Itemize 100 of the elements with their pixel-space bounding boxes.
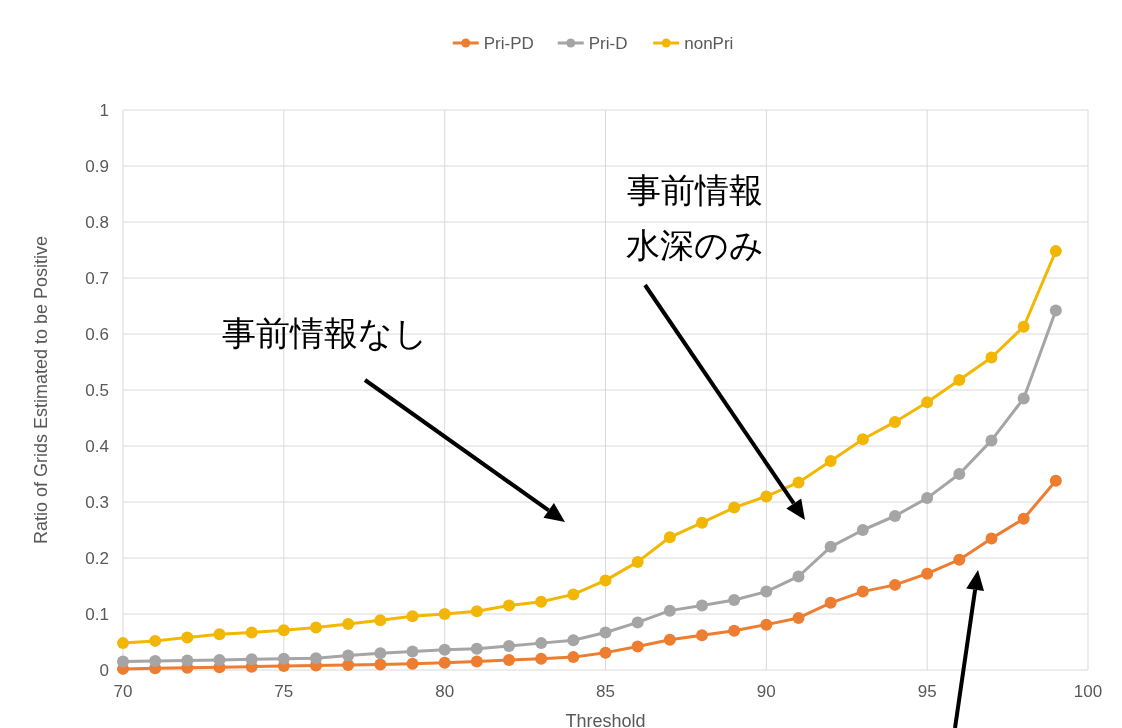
point: [310, 652, 322, 665]
point: [760, 618, 773, 631]
point: [149, 655, 162, 668]
point: [406, 657, 419, 670]
point: [728, 624, 741, 637]
point: [985, 351, 998, 364]
point: [856, 433, 869, 446]
point: [567, 651, 580, 664]
point: [728, 594, 741, 606]
point: [1017, 392, 1030, 405]
x-tick-label: 85: [596, 682, 615, 701]
point: [663, 531, 676, 544]
y-tick-label: 0: [99, 661, 109, 680]
point: [824, 540, 837, 553]
x-tick-label: 80: [435, 682, 455, 701]
point: [117, 655, 129, 668]
point: [535, 637, 548, 650]
point: [342, 649, 355, 662]
point: [696, 516, 708, 529]
annotation: 水深のみ: [626, 226, 764, 264]
point: [567, 588, 580, 601]
point: [503, 653, 515, 666]
point: [985, 434, 998, 447]
point: [181, 654, 194, 667]
point: [1049, 304, 1062, 317]
y-tick-label: 0.3: [85, 493, 109, 512]
point: [921, 396, 934, 409]
x-tick-label: 90: [756, 682, 776, 701]
point: [245, 626, 258, 639]
point: [792, 476, 805, 489]
point: [117, 637, 129, 650]
point: [631, 640, 644, 653]
point: [277, 652, 290, 665]
y-tick-label: 0.4: [85, 437, 109, 456]
point: [374, 647, 387, 660]
legend-label: nonPri: [684, 34, 734, 53]
legend-label: Pri-PD: [483, 34, 534, 53]
point: [181, 631, 194, 644]
point: [567, 634, 580, 647]
y-tick-label: 0.6: [85, 325, 109, 344]
point: [631, 616, 644, 629]
point: [310, 621, 322, 634]
point: [438, 656, 451, 669]
point: [213, 653, 226, 666]
point: [503, 639, 515, 652]
annotation: 事前情報なし: [222, 314, 428, 352]
point: [342, 618, 355, 631]
point: [631, 555, 644, 568]
point: [599, 626, 612, 639]
x-tick-label: 70: [113, 682, 133, 701]
point: [889, 578, 901, 591]
point: [406, 645, 419, 658]
point: [953, 373, 966, 386]
point: [503, 599, 515, 612]
point: [535, 595, 548, 608]
point: [374, 658, 387, 671]
y-tick-label: 0.2: [85, 549, 109, 568]
point: [470, 642, 483, 655]
point: [535, 652, 548, 665]
legend-label: Pri-D: [588, 34, 628, 53]
point: [696, 629, 708, 642]
point: [438, 608, 451, 620]
point: [760, 490, 773, 503]
point: [1017, 512, 1030, 525]
x-axis-title: Threshold: [565, 711, 646, 728]
y-tick-label: 0.5: [85, 381, 109, 400]
point: [953, 468, 966, 480]
point: [889, 415, 901, 428]
point: [824, 455, 837, 468]
point: [856, 585, 869, 598]
point: [438, 643, 451, 656]
y-tick-label: 0.7: [85, 269, 109, 288]
point: [1017, 320, 1030, 333]
point: [374, 614, 387, 627]
point: [985, 532, 998, 545]
point: [277, 624, 290, 637]
point: [663, 633, 676, 646]
point: [921, 492, 934, 505]
point: [953, 553, 966, 566]
point: [889, 510, 901, 522]
x-tick-label: 100: [1073, 682, 1103, 701]
point: [213, 628, 226, 641]
point: [856, 524, 869, 536]
point: [760, 585, 773, 598]
point: [599, 574, 612, 587]
x-tick-label: 95: [917, 682, 937, 701]
point: [921, 567, 934, 580]
x-tick-label: 75: [274, 682, 294, 701]
point: [470, 655, 483, 668]
point: [1049, 245, 1062, 258]
point: [824, 596, 837, 609]
point: [663, 604, 676, 617]
point: [406, 610, 419, 623]
point: [470, 605, 483, 618]
point: [792, 611, 805, 624]
point: [696, 599, 708, 612]
annotation: 事前情報: [627, 171, 763, 209]
point: [149, 634, 162, 647]
y-tick-label: 1: [99, 101, 109, 120]
point: [245, 653, 258, 666]
